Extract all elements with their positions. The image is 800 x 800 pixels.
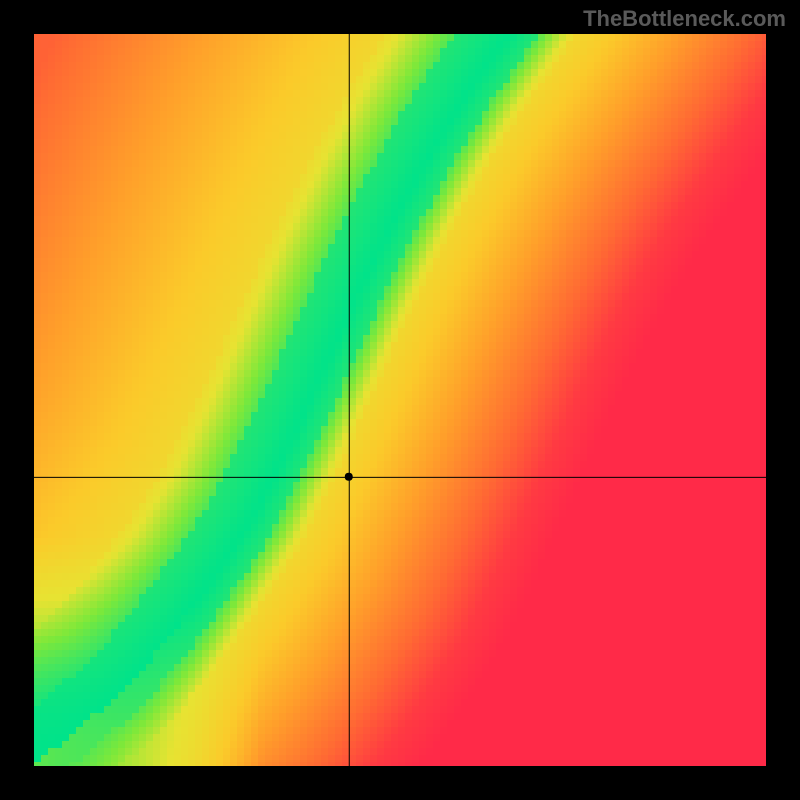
heatmap-canvas <box>0 0 800 800</box>
chart-container: TheBottleneck.com <box>0 0 800 800</box>
watermark-text: TheBottleneck.com <box>583 6 786 32</box>
